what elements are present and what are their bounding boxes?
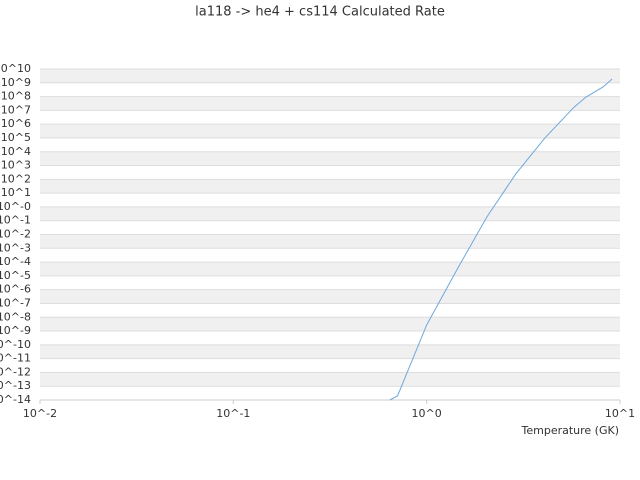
grid-band [40, 124, 620, 138]
x-tick-label: 10^-2 [23, 407, 57, 420]
y-tick-label: 10^-10 [0, 338, 31, 351]
x-tick-label: 10^-1 [216, 407, 250, 420]
grid-band [40, 110, 620, 125]
y-tick-label: 10^8 [1, 90, 31, 103]
y-tick-label: 10^-11 [0, 352, 31, 365]
grid-band [40, 344, 620, 359]
chart-title: la118 -> he4 + cs114 Calculated Rate [195, 5, 445, 20]
grid-band [40, 262, 620, 276]
y-tick-label: 10^-2 [0, 228, 31, 241]
grid-band [40, 151, 620, 166]
grid-band [40, 193, 620, 207]
x-axis-label: Temperature (GK) [521, 424, 620, 437]
x-tick-label: 10^1 [605, 407, 635, 420]
grid-band [40, 165, 620, 180]
grid-band [40, 220, 620, 235]
grid-band [40, 372, 620, 387]
grid-band [40, 206, 620, 221]
x-tick-label: 10^0 [412, 407, 442, 420]
y-tick-label: 10^-4 [0, 255, 31, 268]
grid-band [40, 69, 620, 83]
grid-band [40, 179, 620, 194]
y-tick-label: 10^-3 [0, 241, 31, 254]
y-tick-label: 10^-6 [0, 283, 31, 296]
y-tick-label: 10^-14 [0, 393, 31, 406]
grid-band [40, 248, 620, 263]
y-tick-label: 10^4 [1, 145, 31, 158]
grid-band [40, 82, 620, 97]
y-tick-label: 10^2 [1, 172, 31, 185]
y-tick-label: 10^-13 [0, 379, 31, 392]
grid-band [40, 386, 620, 400]
y-tick-label: 10^-0 [0, 200, 31, 213]
data-line [389, 78, 613, 401]
grid-band [40, 137, 620, 152]
y-tick-label: 10^-8 [0, 310, 31, 323]
y-tick-label: 10^6 [1, 117, 31, 130]
grid-band [40, 234, 620, 249]
grid-band [40, 303, 620, 318]
y-tick-label: 10^7 [1, 103, 31, 116]
y-tick-label: 10^3 [1, 159, 31, 172]
grid-band [40, 331, 620, 345]
y-tick-label: 10^-7 [0, 296, 31, 309]
grid-band [40, 289, 620, 304]
y-tick-label: 10^-9 [0, 324, 31, 337]
y-tick-label: 10^10 [0, 62, 31, 75]
grid-band [40, 275, 620, 290]
y-tick-label: 10^-12 [0, 365, 31, 378]
grid-band [40, 96, 620, 111]
y-tick-label: 10^5 [1, 131, 31, 144]
y-tick-label: 10^-5 [0, 269, 31, 282]
grid-band [40, 317, 620, 332]
y-tick-label: 10^1 [1, 186, 31, 199]
y-tick-label: 10^9 [1, 76, 31, 89]
y-tick-label: 10^-1 [0, 214, 31, 227]
grid-band [40, 358, 620, 373]
